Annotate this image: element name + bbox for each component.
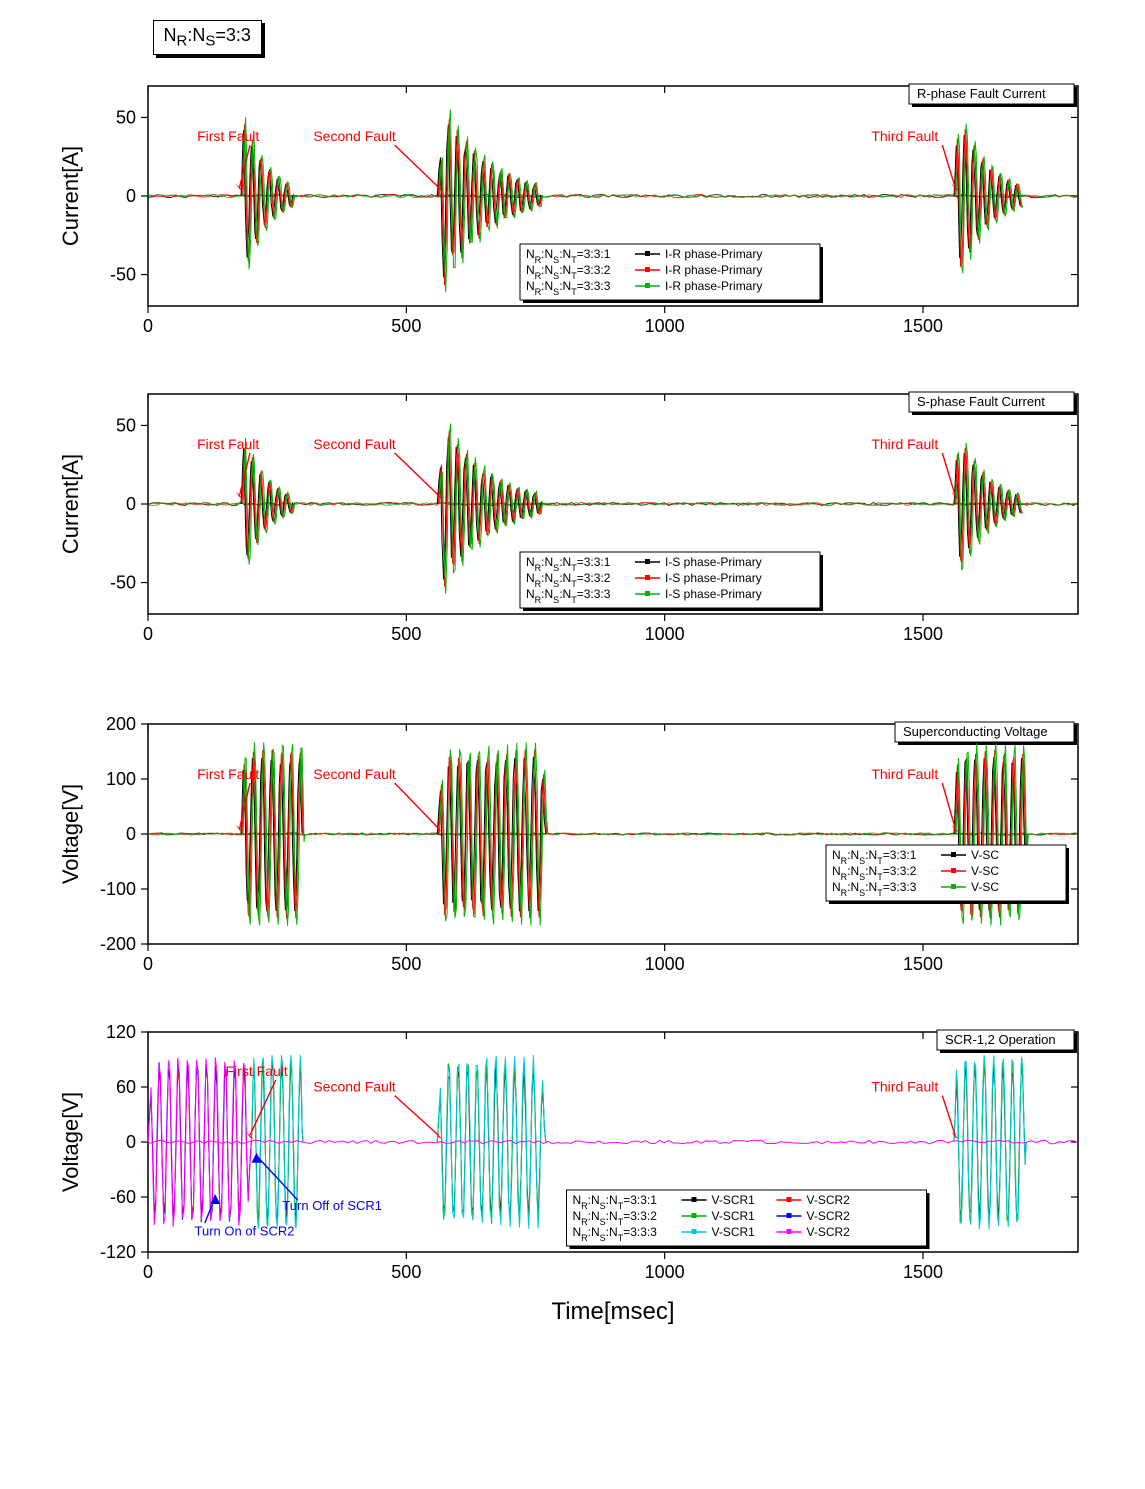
svg-text:First Fault: First Fault (197, 128, 259, 144)
svg-text:-60: -60 (109, 1187, 135, 1207)
svg-text:I-R phase-Primary: I-R phase-Primary (665, 279, 762, 293)
chart-block-r-phase: -50050050010001500Current[A]R-phase Faul… (23, 61, 1123, 351)
badge-text: NR:NS=3:3 (164, 25, 251, 45)
svg-text:Third Fault: Third Fault (871, 766, 938, 782)
svg-text:First Fault: First Fault (197, 766, 259, 782)
svg-text:-50: -50 (109, 264, 135, 284)
svg-text:Superconducting Voltage: Superconducting Voltage (903, 724, 1048, 739)
svg-text:0: 0 (125, 186, 135, 206)
svg-text:R-phase Fault Current: R-phase Fault Current (917, 86, 1046, 101)
chart-r-phase: -50050050010001500Current[A]R-phase Faul… (48, 61, 1098, 351)
svg-text:0: 0 (142, 1262, 152, 1282)
svg-text:100: 100 (105, 769, 135, 789)
svg-text:Current[A]: Current[A] (58, 453, 83, 553)
svg-text:Second Fault: Second Fault (313, 1078, 396, 1094)
svg-text:V-SCR2: V-SCR2 (806, 1225, 850, 1239)
svg-text:First Fault: First Fault (225, 1063, 287, 1079)
svg-text:500: 500 (391, 316, 421, 336)
svg-text:-200: -200 (99, 934, 135, 954)
svg-text:0: 0 (125, 494, 135, 514)
chart-block-sc-voltage: -200 -100 0 100 200 0 500 1000 1500 Voltage[V] Sup… (23, 699, 1123, 989)
svg-text:1500: 1500 (902, 954, 942, 974)
svg-text:I-R phase-Primary: I-R phase-Primary (665, 263, 762, 277)
svg-text:V-SCR1: V-SCR1 (711, 1225, 755, 1239)
svg-text:Current[A]: Current[A] (58, 145, 83, 245)
svg-text:Turn On of SCR2: Turn On of SCR2 (194, 1223, 294, 1238)
svg-text:50: 50 (115, 415, 135, 435)
figure-container: NR:NS=3:3 -50050050010001500Current[A]R-… (23, 20, 1123, 1327)
svg-text:Third Fault: Third Fault (871, 436, 938, 452)
chart-scr: -120 -60 0 60 120 0 500 1000 1500 Voltage[V] SCR-1… (48, 1007, 1098, 1327)
svg-text:1500: 1500 (902, 1262, 942, 1282)
chart-s-phase: -50050050010001500Current[A]S-phase Faul… (48, 369, 1098, 659)
svg-text:Third Fault: Third Fault (871, 128, 938, 144)
svg-text:0: 0 (142, 954, 152, 974)
svg-text:-120: -120 (99, 1242, 135, 1262)
svg-text:V-SCR2: V-SCR2 (806, 1193, 850, 1207)
svg-text:Second Fault: Second Fault (313, 128, 396, 144)
svg-text:1000: 1000 (644, 1262, 684, 1282)
svg-text:0: 0 (125, 1132, 135, 1152)
svg-text:Time[msec]: Time[msec] (551, 1298, 674, 1325)
svg-text:V-SC: V-SC (971, 848, 999, 862)
svg-text:200: 200 (105, 714, 135, 734)
svg-text:60: 60 (115, 1077, 135, 1097)
svg-text:V-SCR1: V-SCR1 (711, 1193, 755, 1207)
charts-root: -50050050010001500Current[A]R-phase Faul… (23, 61, 1123, 1327)
svg-text:I-R phase-Primary: I-R phase-Primary (665, 247, 762, 261)
svg-text:500: 500 (391, 1262, 421, 1282)
svg-text:500: 500 (391, 624, 421, 644)
svg-text:0: 0 (125, 824, 135, 844)
svg-text:50: 50 (115, 107, 135, 127)
svg-text:Second Fault: Second Fault (313, 436, 396, 452)
chart-block-s-phase: -50050050010001500Current[A]S-phase Faul… (23, 369, 1123, 659)
svg-text:I-S phase-Primary: I-S phase-Primary (665, 571, 762, 585)
svg-text:0: 0 (142, 624, 152, 644)
svg-text:1000: 1000 (644, 954, 684, 974)
svg-text:-100: -100 (99, 879, 135, 899)
svg-text:Third Fault: Third Fault (871, 1078, 938, 1094)
turns-ratio-badge: NR:NS=3:3 (153, 20, 262, 55)
svg-text:1000: 1000 (644, 624, 684, 644)
svg-text:1500: 1500 (902, 316, 942, 336)
svg-text:500: 500 (391, 954, 421, 974)
svg-text:-50: -50 (109, 572, 135, 592)
svg-text:0: 0 (142, 316, 152, 336)
svg-text:1000: 1000 (644, 316, 684, 336)
svg-text:SCR-1,2 Operation: SCR-1,2 Operation (945, 1032, 1056, 1047)
svg-text:I-S phase-Primary: I-S phase-Primary (665, 587, 762, 601)
svg-text:Voltage[V]: Voltage[V] (58, 1091, 83, 1191)
chart-block-scr: -120 -60 0 60 120 0 500 1000 1500 Voltage[V] SCR-1… (23, 1007, 1123, 1327)
svg-text:V-SCR1: V-SCR1 (711, 1209, 755, 1223)
chart-sc-voltage: -200 -100 0 100 200 0 500 1000 1500 Voltage[V] Sup… (48, 699, 1098, 989)
svg-text:Second Fault: Second Fault (313, 766, 396, 782)
svg-text:1500: 1500 (902, 624, 942, 644)
svg-text:V-SC: V-SC (971, 880, 999, 894)
svg-text:120: 120 (105, 1022, 135, 1042)
svg-text:V-SC: V-SC (971, 864, 999, 878)
svg-text:Voltage[V]: Voltage[V] (58, 783, 83, 883)
svg-text:V-SCR2: V-SCR2 (806, 1209, 850, 1223)
svg-text:I-S phase-Primary: I-S phase-Primary (665, 555, 762, 569)
svg-text:S-phase Fault Current: S-phase Fault Current (917, 394, 1045, 409)
svg-text:First Fault: First Fault (197, 436, 259, 452)
